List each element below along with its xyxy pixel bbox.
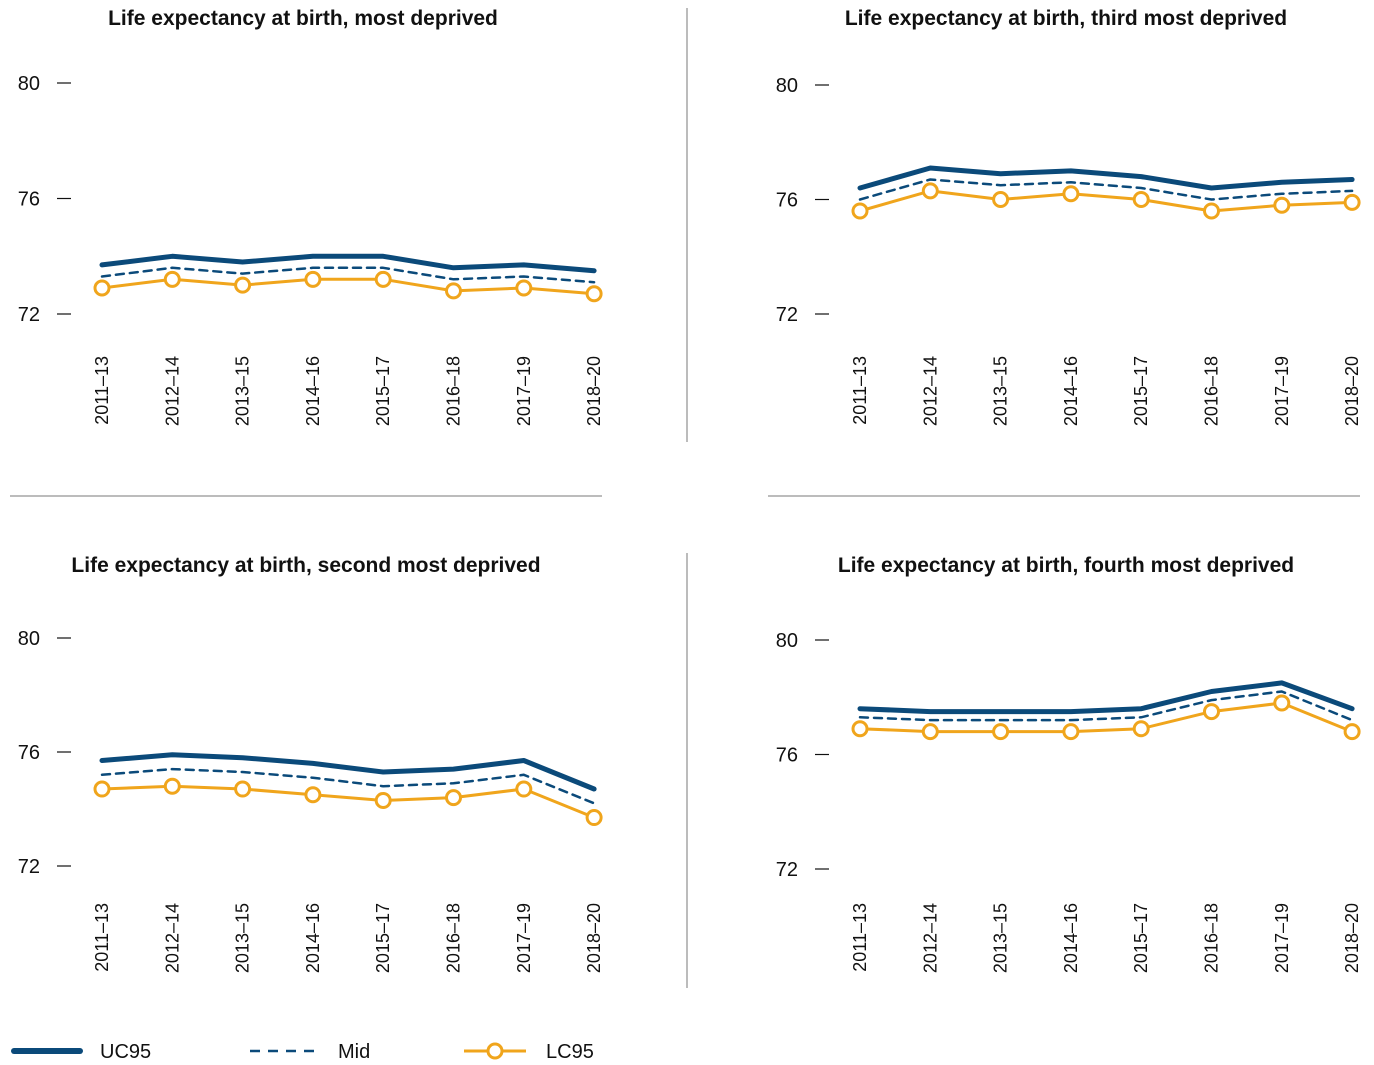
data-point-lc95 bbox=[447, 284, 461, 298]
data-point-lc95 bbox=[587, 287, 601, 301]
x-tick-label: 2017–19 bbox=[514, 356, 534, 426]
panel-title-third-most-deprived: Life expectancy at birth, third most dep… bbox=[845, 7, 1287, 30]
data-point-lc95 bbox=[923, 184, 937, 198]
chart-panel-2: 72 76 80 2011–13 2012–14 2013–15 2014–16 2015–1… bbox=[776, 75, 1362, 426]
data-point-lc95 bbox=[1205, 204, 1219, 218]
x-tick-label: 2012–14 bbox=[162, 356, 182, 426]
panel-title-fourth-most-deprived: Life expectancy at birth, fourth most de… bbox=[838, 554, 1294, 577]
x-tick-label: 2018–20 bbox=[1342, 903, 1362, 973]
y-tick-label: 72 bbox=[18, 304, 40, 326]
data-point-lc95 bbox=[1134, 193, 1148, 207]
y-tick-label: 76 bbox=[18, 742, 40, 764]
legend-lc95-label: LC95 bbox=[546, 1041, 594, 1063]
data-point-lc95 bbox=[447, 791, 461, 805]
panel-title-most-deprived: Life expectancy at birth, most deprived bbox=[108, 7, 498, 30]
data-point-lc95 bbox=[376, 793, 390, 807]
data-point-lc95 bbox=[517, 782, 531, 796]
x-tick-label: 2012–14 bbox=[162, 903, 182, 973]
legend-lc95-marker bbox=[488, 1044, 502, 1058]
data-point-lc95 bbox=[1345, 195, 1359, 209]
data-point-lc95 bbox=[236, 782, 250, 796]
x-tick-label: 2018–20 bbox=[584, 356, 604, 426]
data-point-lc95 bbox=[1064, 187, 1078, 201]
data-point-lc95 bbox=[994, 193, 1008, 207]
x-tick-label: 2016–18 bbox=[1202, 903, 1222, 973]
y-tick-label: 76 bbox=[776, 745, 798, 767]
data-point-lc95 bbox=[165, 779, 179, 793]
data-point-lc95 bbox=[1134, 722, 1148, 736]
data-point-lc95 bbox=[306, 272, 320, 286]
x-tick-label: 2011–13 bbox=[850, 903, 870, 972]
x-tick-label: 2013–15 bbox=[233, 356, 253, 426]
x-tick-label: 2016–18 bbox=[444, 903, 464, 973]
data-point-lc95 bbox=[95, 281, 109, 295]
data-point-lc95 bbox=[923, 725, 937, 739]
data-point-lc95 bbox=[517, 281, 531, 295]
x-tick-label: 2013–15 bbox=[991, 903, 1011, 973]
data-point-lc95 bbox=[165, 272, 179, 286]
data-point-lc95 bbox=[376, 272, 390, 286]
x-tick-label: 2015–17 bbox=[373, 903, 393, 973]
y-tick-label: 72 bbox=[18, 856, 40, 878]
x-tick-label: 2011–13 bbox=[92, 903, 112, 972]
x-tick-label: 2014–16 bbox=[303, 356, 323, 426]
data-point-lc95 bbox=[1064, 725, 1078, 739]
y-tick-label: 76 bbox=[776, 190, 798, 212]
y-tick-label: 80 bbox=[18, 73, 40, 95]
x-tick-label: 2018–20 bbox=[584, 903, 604, 973]
data-point-lc95 bbox=[853, 722, 867, 736]
chart-panel-4: 72 76 80 2011–13 2012–14 2013–15 2014–16 2015–1… bbox=[776, 630, 1362, 973]
data-point-lc95 bbox=[95, 782, 109, 796]
legend-mid-label: Mid bbox=[338, 1041, 370, 1063]
data-point-lc95 bbox=[306, 788, 320, 802]
data-point-lc95 bbox=[1205, 705, 1219, 719]
y-tick-label: 72 bbox=[776, 304, 798, 326]
data-point-lc95 bbox=[1275, 198, 1289, 212]
data-point-lc95 bbox=[853, 204, 867, 218]
data-point-lc95 bbox=[1345, 725, 1359, 739]
data-point-lc95 bbox=[587, 811, 601, 825]
x-tick-label: 2016–18 bbox=[444, 356, 464, 426]
data-point-lc95 bbox=[1275, 696, 1289, 710]
x-tick-label: 2014–16 bbox=[1061, 356, 1081, 426]
y-tick-label: 80 bbox=[18, 628, 40, 650]
x-tick-label: 2014–16 bbox=[303, 903, 323, 973]
x-tick-label: 2017–19 bbox=[1272, 903, 1292, 973]
y-tick-label: 72 bbox=[776, 859, 798, 881]
chart-panel-3: 72 76 80 2011–13 2012–14 2013–15 2014–16 2015–1… bbox=[18, 628, 604, 973]
x-tick-label: 2016–18 bbox=[1202, 356, 1222, 426]
chart-panel-1: 72 76 80 2011–13 2012–14 2013–15 2014–16 2015–1… bbox=[18, 73, 604, 426]
legend-uc95-label: UC95 bbox=[100, 1041, 151, 1063]
legend: UC95 Mid LC95 bbox=[14, 1041, 594, 1063]
x-tick-label: 2015–17 bbox=[373, 356, 393, 426]
y-tick-label: 80 bbox=[776, 630, 798, 652]
x-tick-label: 2013–15 bbox=[991, 356, 1011, 426]
x-tick-label: 2012–14 bbox=[920, 356, 940, 426]
x-tick-label: 2013–15 bbox=[233, 903, 253, 973]
y-tick-label: 80 bbox=[776, 75, 798, 97]
y-tick-label: 76 bbox=[18, 189, 40, 211]
x-tick-label: 2015–17 bbox=[1131, 903, 1151, 973]
x-tick-label: 2011–13 bbox=[850, 356, 870, 425]
data-point-lc95 bbox=[994, 725, 1008, 739]
data-point-lc95 bbox=[236, 278, 250, 292]
x-tick-label: 2017–19 bbox=[514, 903, 534, 973]
x-tick-label: 2017–19 bbox=[1272, 356, 1292, 426]
panel-title-second-most-deprived: Life expectancy at birth, second most de… bbox=[71, 554, 540, 577]
x-tick-label: 2011–13 bbox=[92, 356, 112, 425]
x-tick-label: 2012–14 bbox=[920, 903, 940, 973]
x-tick-label: 2014–16 bbox=[1061, 903, 1081, 973]
x-tick-label: 2015–17 bbox=[1131, 356, 1151, 426]
x-tick-label: 2018–20 bbox=[1342, 356, 1362, 426]
